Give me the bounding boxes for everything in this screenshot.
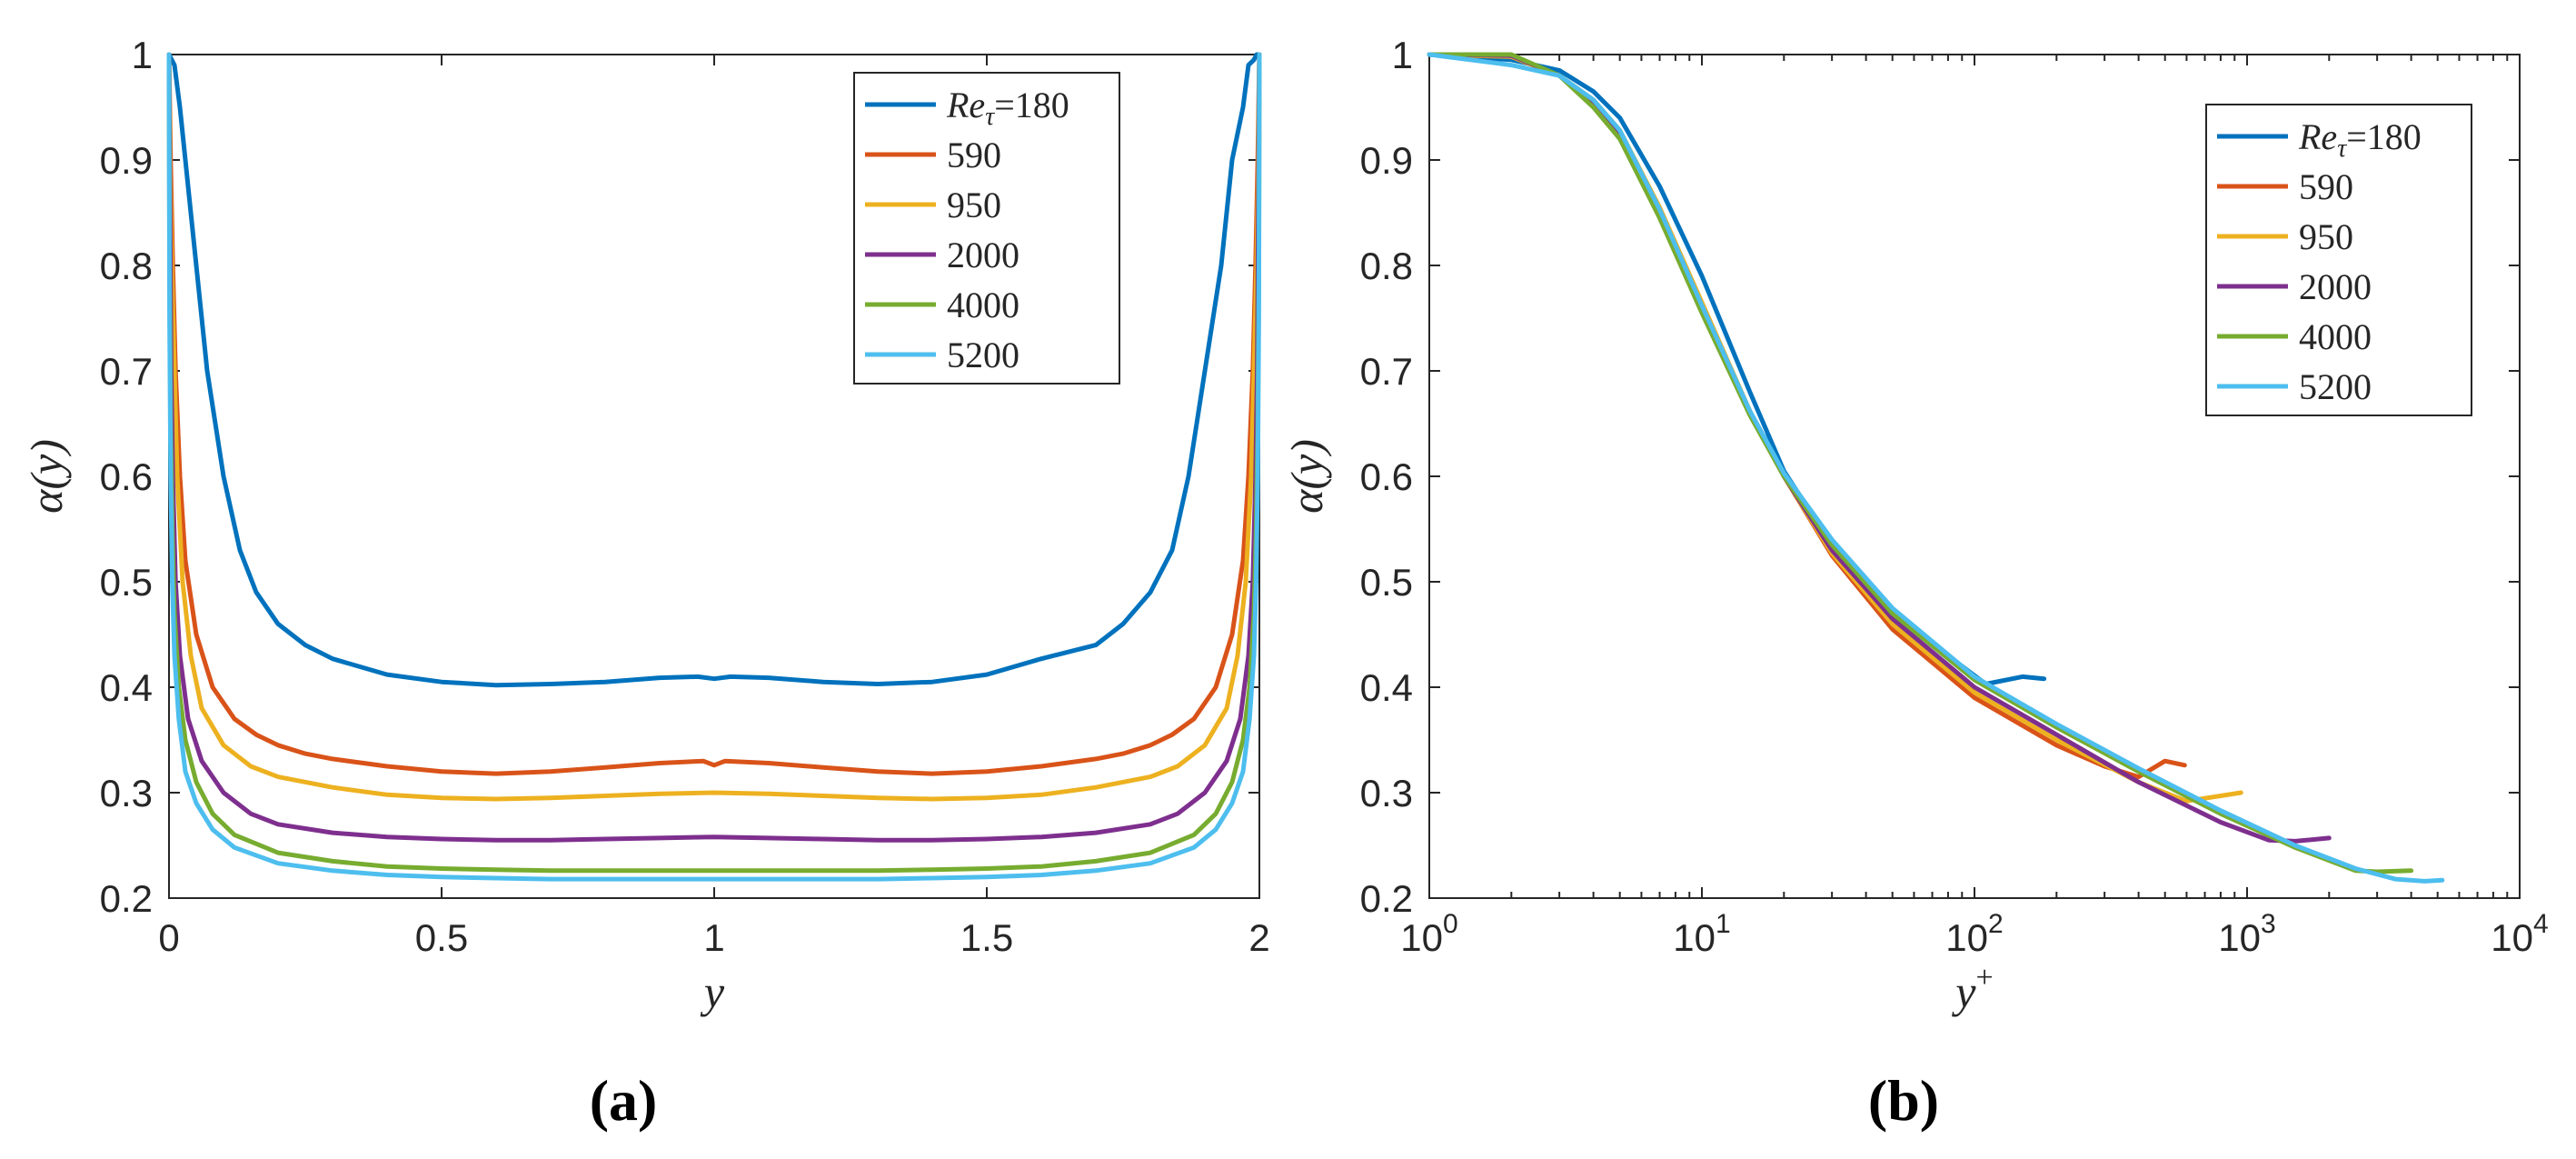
- panel-b-y-tick-label: 0.2: [1360, 877, 1413, 920]
- panel-a-x-tick-label: 0: [158, 916, 179, 959]
- panel-a-legend-label-180: Reτ=180: [946, 85, 1069, 131]
- panel-a-series-180-line: [166, 52, 1262, 688]
- panel-a-y-tick-label: 1: [132, 34, 153, 76]
- panel-a-y-axis-label: α(y): [21, 439, 72, 514]
- panel-a-y-tick-label: 0.2: [100, 877, 153, 920]
- panel-b-panel-label: (b): [1868, 1068, 1939, 1133]
- panel-a-x-tick-label: 1.5: [960, 916, 1013, 959]
- panel-a-series-4000-line: [166, 52, 1262, 874]
- panel-b-legend-box: [2205, 104, 2472, 416]
- panel-a-y-tick-label: 0.8: [100, 245, 153, 287]
- panel-b-series-5200-line: [1427, 52, 2445, 884]
- panel-b-y-tick-label: 0.3: [1360, 772, 1413, 814]
- panel-a-series-5200-line: [166, 52, 1262, 882]
- panel-b-x-tick-label: 102: [1945, 909, 2003, 959]
- panel-a-x-axis-label: y: [700, 966, 725, 1017]
- panel-a-panel-label: (a): [590, 1068, 658, 1133]
- panel-a-y-tick-label: 0.7: [100, 350, 153, 393]
- panel-b-legend-label-950: 950: [2299, 216, 2353, 257]
- panel-b-y-tick-label: 0.9: [1360, 139, 1413, 182]
- panel-b-y-tick-label: 0.5: [1360, 561, 1413, 604]
- panel-b-legend-label-180: Reτ=180: [2298, 116, 2422, 163]
- panel-a-x-tick-label: 2: [1248, 916, 1269, 959]
- panel-b-y-tick-label: 0.4: [1360, 666, 1413, 709]
- panel-b-legend-label-2000: 2000: [2299, 266, 2372, 307]
- panel-a-series-2000-line: [166, 52, 1262, 843]
- panel-a-y-tick-label: 0.4: [100, 666, 153, 709]
- panel-b-y-tick-label: 0.7: [1360, 350, 1413, 393]
- panel-a-series-590-line: [166, 52, 1262, 776]
- panel-a-legend-label-590: 590: [947, 135, 1001, 175]
- panel-a-legend-label-950: 950: [947, 185, 1001, 225]
- panel-a-y-tick-label: 0.6: [100, 455, 153, 498]
- panel-a-y-tick-label: 0.3: [100, 772, 153, 814]
- panel-b-y-axis-label: α(y): [1281, 439, 1332, 514]
- panel-b-x-axis-label: y+: [1951, 961, 1993, 1017]
- panel-a-legend-box: [853, 72, 1120, 385]
- panel-b-x-tick-label: 100: [1400, 909, 1457, 959]
- panel-a-legend-label-5200: 5200: [947, 335, 1019, 375]
- panel-a-legend-label-2000: 2000: [947, 235, 1019, 275]
- panel-a-x-tick-label: 0.5: [415, 916, 468, 959]
- panel-b-legend-label-5200: 5200: [2299, 366, 2372, 407]
- panel-b-chart: 100 101 102 103 104 0.2 0.3 0.4 0.5 0.6 0.7 0.8 0.9 1…: [1281, 34, 2549, 1133]
- panel-b-y-tick-label: 0.8: [1360, 245, 1413, 287]
- panel-a-series-950-line: [166, 52, 1262, 802]
- panel-a-x-tick-label: 1: [703, 916, 724, 959]
- panel-a-y-tick-label: 0.5: [100, 561, 153, 604]
- panel-b-y-tick-label: 1: [1392, 34, 1413, 76]
- panel-b-x-tick-label: 104: [2491, 909, 2548, 959]
- panel-a-legend-label-4000: 4000: [947, 285, 1019, 325]
- panel-a-y-tick-label: 0.9: [100, 139, 153, 182]
- panel-b-legend-label-590: 590: [2299, 166, 2353, 207]
- panel-b-legend-label-4000: 4000: [2299, 316, 2372, 357]
- panel-a-chart: 0 0.5 1 1.5 2 0.2 0.3 0.4 0.5 0.6 0.7 0.8 0.9 1 Reτ=18…: [21, 34, 1270, 1133]
- panel-b-x-tick-label: 103: [2218, 909, 2275, 959]
- panel-b-x-tick-label: 101: [1673, 909, 1730, 959]
- panel-b-y-tick-label: 0.6: [1360, 455, 1413, 498]
